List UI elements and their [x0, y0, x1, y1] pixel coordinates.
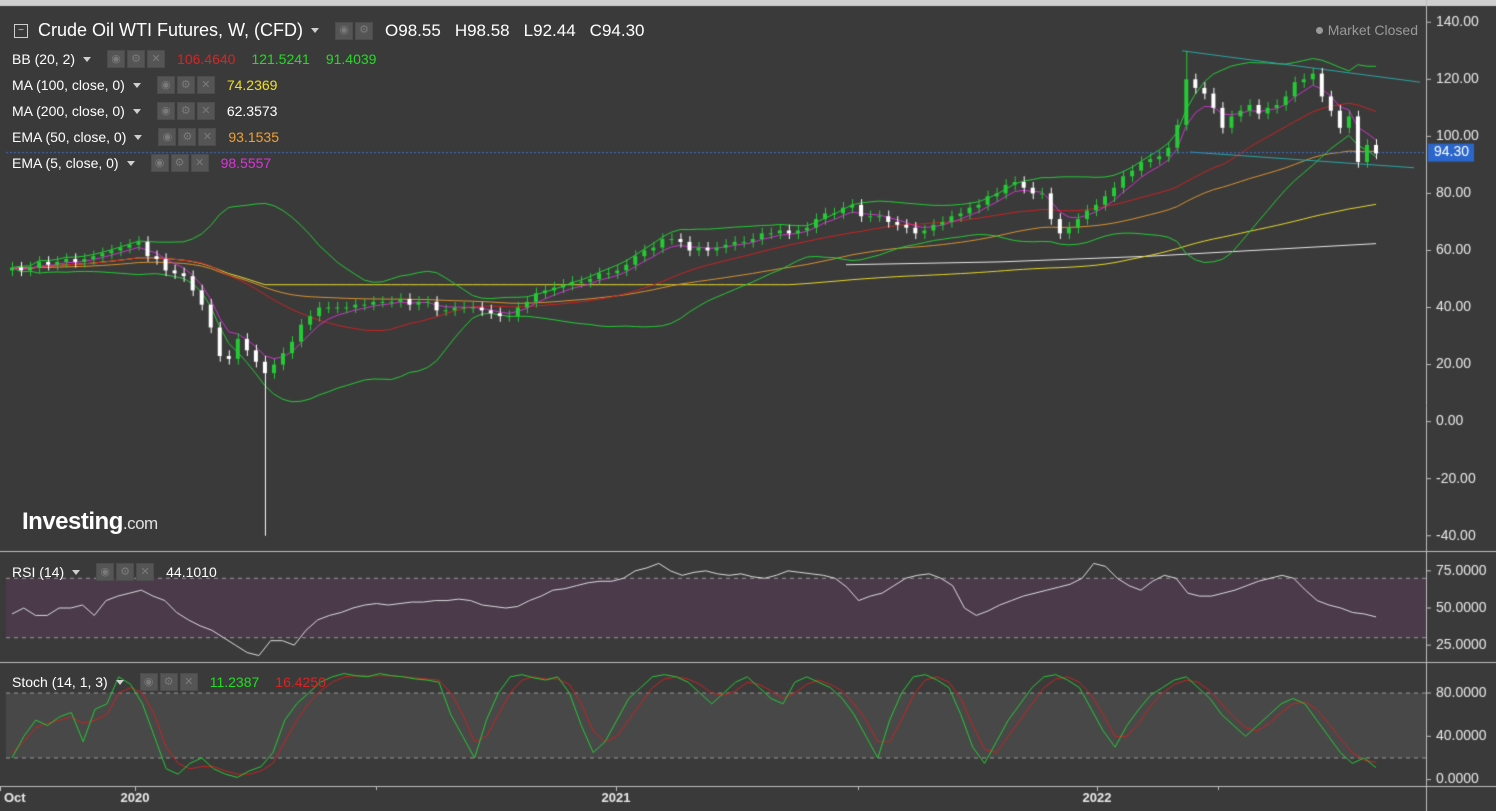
chevron-down-icon[interactable]: [72, 569, 81, 575]
indicator-label[interactable]: MA (200, close, 0): [12, 103, 125, 119]
indicator-value: 74.2369: [226, 77, 278, 93]
chevron-down-icon[interactable]: [126, 160, 135, 166]
rsi-value: 44.1010: [166, 564, 217, 580]
chevron-down-icon[interactable]: [311, 28, 320, 33]
close-icon[interactable]: ✕: [196, 102, 215, 120]
eye-icon[interactable]: ◉: [335, 21, 354, 40]
indicator-icons: ◉ ⚙ ✕: [156, 76, 215, 94]
indicator-icons: ◉ ⚙ ✕: [156, 102, 215, 120]
chevron-down-icon[interactable]: [132, 82, 141, 88]
close-icon[interactable]: ✕: [196, 76, 215, 94]
chevron-down-icon[interactable]: [83, 56, 92, 62]
stoch-icons: ◉ ⚙ ✕: [139, 673, 198, 691]
indicator-icons: ◉ ⚙ ✕: [158, 128, 217, 146]
close-icon[interactable]: ✕: [147, 50, 166, 68]
indicator-legend-row: MA (200, close, 0) ◉ ⚙ ✕ 62.3573: [12, 102, 287, 120]
rsi-label[interactable]: RSI (14): [12, 564, 65, 580]
close-icon[interactable]: ✕: [190, 154, 209, 172]
eye-icon[interactable]: ◉: [156, 102, 175, 120]
indicator-value: 106.4640: [177, 51, 236, 67]
indicator-label[interactable]: BB (20, 2): [12, 51, 76, 67]
gear-icon[interactable]: ⚙: [159, 673, 178, 691]
stoch-k-value: 11.2387: [209, 674, 260, 690]
eye-icon[interactable]: ◉: [158, 128, 177, 146]
stoch-label[interactable]: Stoch (14, 1, 3): [12, 674, 108, 690]
chevron-down-icon[interactable]: [132, 108, 141, 114]
stoch-d-value: 16.4250: [275, 674, 326, 690]
chevron-down-icon[interactable]: [115, 679, 124, 685]
indicator-legend-row: MA (100, close, 0) ◉ ⚙ ✕ 74.2369: [12, 76, 287, 94]
ohlc-close: C94.30: [589, 20, 645, 40]
gear-icon[interactable]: ⚙: [116, 563, 135, 581]
rsi-legend: RSI (14) ◉ ⚙ ✕ 44.1010: [12, 563, 227, 581]
indicator-icons: ◉ ⚙ ✕: [107, 50, 166, 68]
indicator-label[interactable]: EMA (50, close, 0): [12, 129, 127, 145]
gear-icon[interactable]: ⚙: [170, 154, 189, 172]
indicator-label[interactable]: EMA (5, close, 0): [12, 155, 119, 171]
indicator-value: 98.5557: [220, 155, 272, 171]
collapse-icon[interactable]: −: [14, 23, 28, 38]
indicator-icons: ◉ ⚙ ✕: [150, 154, 209, 172]
chevron-down-icon[interactable]: [134, 134, 143, 140]
gear-icon[interactable]: ⚙: [355, 21, 374, 40]
indicator-legend-row: EMA (5, close, 0) ◉ ⚙ ✕ 98.5557: [12, 154, 281, 172]
chart-header: − Crude Oil WTI Futures, W, (CFD) ◉ ⚙ O9…: [14, 20, 652, 41]
indicator-label[interactable]: MA (100, close, 0): [12, 77, 125, 93]
close-icon[interactable]: ✕: [179, 673, 198, 691]
eye-icon[interactable]: ◉: [156, 76, 175, 94]
eye-icon[interactable]: ◉: [96, 563, 115, 581]
indicator-value: 91.4039: [325, 51, 377, 67]
eye-icon[interactable]: ◉: [150, 154, 169, 172]
stoch-legend: Stoch (14, 1, 3) ◉ ⚙ ✕ 11.2387 16.4250: [12, 673, 336, 691]
ohlc-low: L92.44: [523, 20, 576, 40]
title-icons: ◉ ⚙: [335, 21, 374, 40]
gear-icon[interactable]: ⚙: [176, 102, 195, 120]
close-icon[interactable]: ✕: [136, 563, 155, 581]
indicator-value: 121.5241: [251, 51, 310, 67]
eye-icon[interactable]: ◉: [107, 50, 126, 68]
eye-icon[interactable]: ◉: [139, 673, 158, 691]
indicator-value: 93.1535: [228, 129, 279, 145]
gear-icon[interactable]: ⚙: [178, 128, 197, 146]
ohlc-high: H98.58: [454, 20, 510, 40]
indicator-legend-row: BB (20, 2) ◉ ⚙ ✕ 106.4640 121.5241 91.4039: [12, 50, 386, 68]
close-icon[interactable]: ✕: [198, 128, 217, 146]
chart-title[interactable]: Crude Oil WTI Futures, W, (CFD): [38, 20, 304, 40]
rsi-icons: ◉ ⚙ ✕: [96, 563, 155, 581]
indicator-value: 62.3573: [226, 103, 278, 119]
gear-icon[interactable]: ⚙: [127, 50, 146, 68]
indicator-legend-row: EMA (50, close, 0) ◉ ⚙ ✕ 93.1535: [12, 128, 289, 146]
ohlc-open: O98.55: [385, 20, 441, 40]
gear-icon[interactable]: ⚙: [176, 76, 195, 94]
